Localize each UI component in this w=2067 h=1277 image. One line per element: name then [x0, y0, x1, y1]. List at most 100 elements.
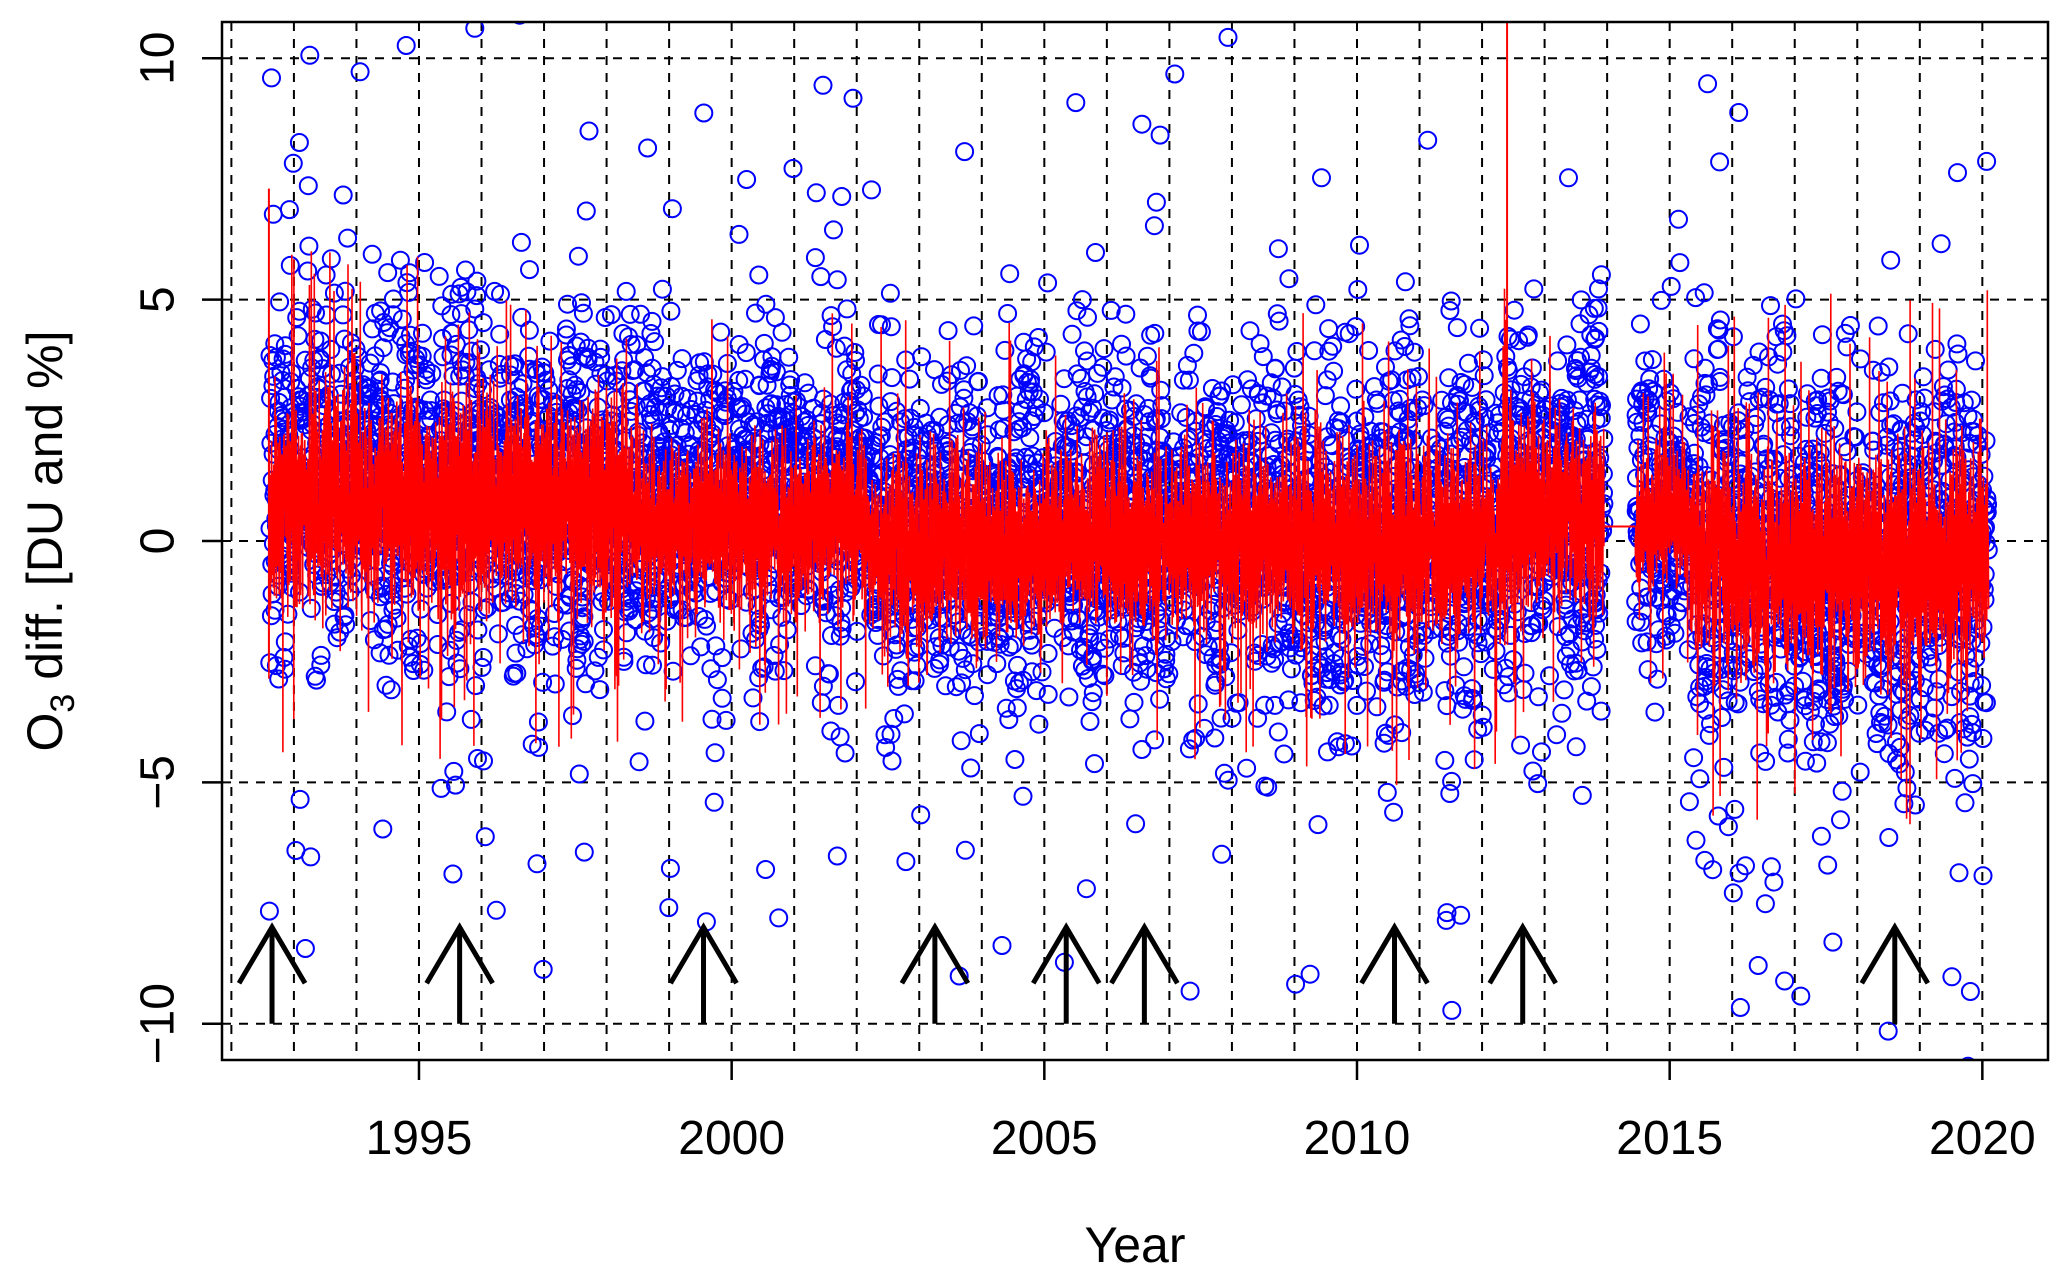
- data-point: [274, 648, 294, 667]
- data-point: [1067, 301, 1087, 321]
- data-point: [805, 656, 825, 676]
- data-point: [798, 416, 818, 435]
- data-point: [373, 819, 393, 839]
- data-point: [301, 847, 321, 867]
- data-point: [837, 360, 857, 380]
- data-point: [378, 263, 398, 283]
- data-point: [1315, 386, 1335, 406]
- data-point: [527, 854, 547, 874]
- data-point: [321, 339, 341, 359]
- data-point: [1132, 114, 1152, 134]
- data-point: [694, 103, 714, 123]
- data-point: [1205, 728, 1225, 748]
- data-point: [1004, 422, 1024, 442]
- data-point: [465, 22, 485, 38]
- data-point: [1150, 125, 1170, 145]
- data-point: [261, 606, 281, 626]
- data-point: [569, 764, 589, 784]
- data-point: [898, 427, 918, 447]
- data-point: [287, 308, 307, 328]
- data-point: [930, 654, 949, 674]
- data-point: [704, 417, 724, 437]
- data-point: [462, 592, 482, 612]
- data-point: [821, 438, 841, 458]
- data-point: [1312, 168, 1331, 188]
- data-point: [1029, 714, 1049, 734]
- data-point: [1036, 342, 1056, 362]
- data-point: [1470, 318, 1490, 338]
- data-point: [954, 380, 974, 400]
- data-point: [1250, 334, 1270, 354]
- data-point: [769, 908, 789, 928]
- data-point: [661, 301, 681, 321]
- data-point: [821, 721, 841, 741]
- data-point: [826, 338, 846, 358]
- data-point: [1447, 318, 1467, 338]
- data-point: [762, 356, 782, 376]
- data-point: [1323, 336, 1343, 356]
- data-point: [862, 180, 881, 200]
- data-point: [1110, 625, 1129, 645]
- data-point: [543, 636, 563, 656]
- data-point: [489, 354, 509, 374]
- data-point: [311, 645, 331, 665]
- data-point: [1286, 974, 1306, 994]
- data-point: [902, 671, 922, 691]
- data-point: [1194, 718, 1214, 738]
- data-point: [473, 648, 493, 667]
- data-point: [671, 418, 691, 438]
- data-point: [977, 398, 997, 418]
- data-point: [969, 724, 989, 744]
- data-point: [1080, 712, 1100, 731]
- data-point: [295, 939, 315, 958]
- data-point: [264, 366, 284, 386]
- data-point: [665, 403, 684, 423]
- data-point: [828, 695, 848, 715]
- data-point: [271, 406, 291, 425]
- data-point: [1003, 635, 1023, 655]
- data-point: [635, 621, 655, 641]
- data-point: [413, 323, 432, 343]
- data-point: [791, 596, 811, 615]
- data-point: [395, 378, 415, 398]
- data-point: [954, 388, 974, 408]
- data-point: [702, 709, 722, 729]
- data-point: [936, 676, 956, 696]
- data-point: [266, 347, 286, 367]
- data-point: [881, 724, 901, 744]
- data-point: [866, 433, 886, 453]
- data-point: [978, 665, 997, 685]
- data-point: [457, 282, 477, 302]
- data-point: [348, 347, 368, 366]
- data-point: [1150, 689, 1170, 709]
- data-point: [1319, 319, 1339, 339]
- data-point: [881, 317, 901, 337]
- data-point: [761, 600, 781, 620]
- data-point: [768, 406, 788, 426]
- data-point: [301, 598, 321, 618]
- data-point: [475, 827, 495, 847]
- data-point: [1532, 742, 1551, 762]
- data-point: [701, 659, 721, 679]
- data-point: [642, 358, 662, 378]
- data-point: [437, 702, 457, 722]
- data-point: [827, 270, 847, 290]
- data-point: [334, 607, 354, 627]
- data-point: [876, 738, 896, 757]
- data-point: [1104, 377, 1124, 397]
- data-point: [595, 308, 615, 327]
- data-point: [912, 347, 932, 367]
- data-point: [562, 356, 582, 376]
- data-point: [1126, 814, 1146, 834]
- data-point: [1346, 317, 1366, 337]
- data-point: [1124, 692, 1144, 712]
- data-point: [281, 372, 301, 392]
- data-point: [1524, 279, 1544, 299]
- data-point: [870, 428, 889, 448]
- data-point: [862, 446, 881, 466]
- data-point: [873, 646, 893, 666]
- data-point: [1255, 695, 1275, 715]
- data-point: [696, 400, 716, 420]
- data-point: [846, 672, 865, 692]
- data-point: [963, 654, 983, 674]
